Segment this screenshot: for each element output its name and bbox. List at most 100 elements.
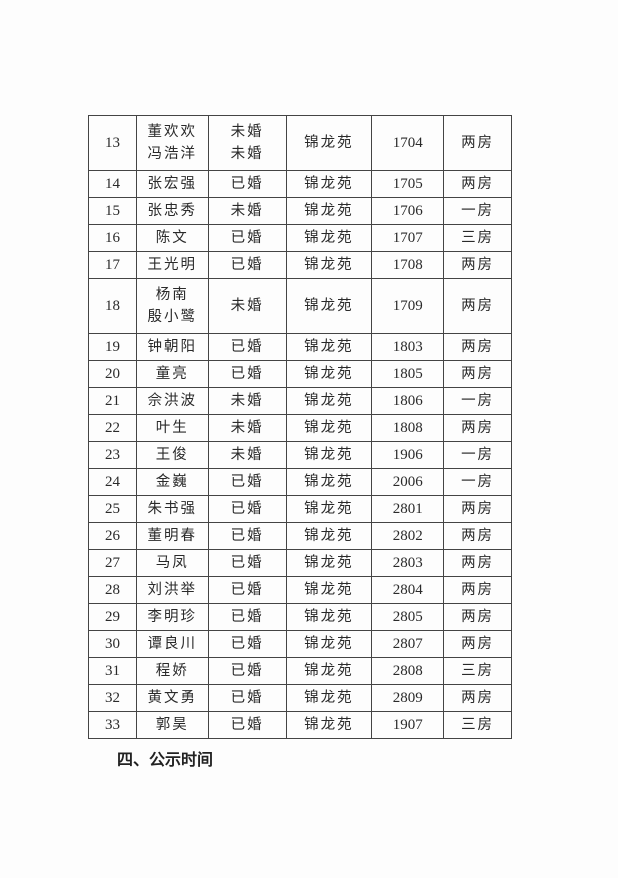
- cell-estate: 锦龙苑: [285, 711, 373, 739]
- cell-room: 1906: [371, 441, 445, 469]
- applicant-name: 佘洪波: [147, 393, 198, 409]
- cell-room: 1907: [371, 711, 445, 739]
- cell-room: 1704: [371, 115, 445, 171]
- marital-status: 已婚: [230, 717, 264, 733]
- cell-room: 1707: [371, 224, 445, 252]
- marital-status: 未婚: [230, 393, 264, 409]
- cell-names: 陈文: [135, 224, 209, 252]
- cell-names: 郭昊: [135, 711, 209, 739]
- cell-estate: 锦龙苑: [285, 630, 373, 658]
- cell-number: 28: [88, 576, 137, 604]
- applicant-name: 程娇: [155, 663, 189, 679]
- cell-room-type: 两房: [443, 278, 512, 334]
- cell-room: 2804: [371, 576, 445, 604]
- cell-names: 王俊: [135, 441, 209, 469]
- cell-names: 董明春: [135, 522, 209, 550]
- cell-names: 王光明: [135, 251, 209, 279]
- cell-estate: 锦龙苑: [285, 657, 373, 685]
- applicant-name: 王光明: [147, 257, 198, 273]
- cell-room: 2809: [371, 684, 445, 712]
- cell-number: 25: [88, 495, 137, 523]
- cell-marital-status: 已婚: [207, 468, 287, 496]
- cell-names: 刘洪举: [135, 576, 209, 604]
- cell-names: 董欢欢 冯浩洋: [135, 115, 209, 171]
- cell-room-type: 两房: [443, 603, 512, 631]
- table-row: 27 马凤 已婚 锦龙苑 2803 两房: [88, 549, 512, 577]
- cell-names: 张宏强: [135, 170, 209, 198]
- cell-names: 杨南 殷小鹭: [135, 278, 209, 334]
- cell-number: 24: [88, 468, 137, 496]
- cell-room: 2006: [371, 468, 445, 496]
- table-row: 30 谭良川 已婚 锦龙苑 2807 两房: [88, 630, 512, 658]
- cell-marital-status: 未婚: [207, 414, 287, 442]
- cell-estate: 锦龙苑: [285, 224, 373, 252]
- marital-status: 已婚: [230, 582, 264, 598]
- marital-status: 已婚: [230, 366, 264, 382]
- cell-estate: 锦龙苑: [285, 333, 373, 361]
- marital-status: 已婚: [230, 474, 264, 490]
- cell-room-type: 一房: [443, 387, 512, 415]
- marital-status: 已婚: [230, 690, 264, 706]
- cell-number: 21: [88, 387, 137, 415]
- cell-estate: 锦龙苑: [285, 360, 373, 388]
- table-row: 29 李明珍 已婚 锦龙苑 2805 两房: [88, 603, 512, 631]
- cell-number: 26: [88, 522, 137, 550]
- applicant-name: 朱书强: [147, 501, 198, 517]
- cell-names: 朱书强: [135, 495, 209, 523]
- cell-estate: 锦龙苑: [285, 414, 373, 442]
- cell-number: 27: [88, 549, 137, 577]
- applicant-name: 叶生: [155, 420, 189, 436]
- cell-number: 19: [88, 333, 137, 361]
- cell-number: 30: [88, 630, 137, 658]
- cell-estate: 锦龙苑: [285, 115, 373, 171]
- cell-marital-status: 已婚: [207, 603, 287, 631]
- marital-status: 未婚: [230, 420, 264, 436]
- cell-room-type: 两房: [443, 495, 512, 523]
- cell-number: 33: [88, 711, 137, 739]
- cell-room: 2808: [371, 657, 445, 685]
- cell-names: 谭良川: [135, 630, 209, 658]
- applicant-name: 董明春: [147, 528, 198, 544]
- marital-status: 未婚: [230, 447, 264, 463]
- cell-room: 2803: [371, 549, 445, 577]
- cell-number: 32: [88, 684, 137, 712]
- applicant-name: 张忠秀: [147, 203, 198, 219]
- applicant-name: 李明珍: [147, 609, 198, 625]
- cell-estate: 锦龙苑: [285, 251, 373, 279]
- cell-estate: 锦龙苑: [285, 441, 373, 469]
- cell-room-type: 三房: [443, 224, 512, 252]
- cell-names: 叶生: [135, 414, 209, 442]
- cell-number: 31: [88, 657, 137, 685]
- cell-marital-status: 未婚: [207, 387, 287, 415]
- cell-room-type: 一房: [443, 468, 512, 496]
- cell-room: 1808: [371, 414, 445, 442]
- table-row: 17 王光明 已婚 锦龙苑 1708 两房: [88, 251, 512, 279]
- cell-marital-status: 已婚: [207, 224, 287, 252]
- marital-status: 未婚: [230, 203, 264, 219]
- table-row: 24 金巍 已婚 锦龙苑 2006 一房: [88, 468, 512, 496]
- cell-room-type: 两房: [443, 630, 512, 658]
- table-row: 13 董欢欢 冯浩洋 未婚 未婚 锦龙苑 1704 两房: [88, 115, 512, 171]
- table-row: 32 黄文勇 已婚 锦龙苑 2809 两房: [88, 684, 512, 712]
- cell-marital-status: 已婚: [207, 495, 287, 523]
- cell-room: 2805: [371, 603, 445, 631]
- applicant-name: 张宏强: [147, 176, 198, 192]
- marital-status: 已婚: [230, 555, 264, 571]
- cell-marital-status: 已婚: [207, 630, 287, 658]
- cell-estate: 锦龙苑: [285, 549, 373, 577]
- applicant-name: 黄文勇: [147, 690, 198, 706]
- cell-marital-status: 已婚: [207, 549, 287, 577]
- allocation-table: 13 董欢欢 冯浩洋 未婚 未婚 锦龙苑 1704 两房 14 张宏强 已婚 锦龙苑 1705 两房 15 张…: [88, 115, 512, 739]
- cell-number: 17: [88, 251, 137, 279]
- cell-room: 1805: [371, 360, 445, 388]
- marital-status: 未婚: [230, 298, 264, 314]
- applicant-name: 童亮: [155, 366, 189, 382]
- applicant-name: 陈文: [155, 230, 189, 246]
- cell-estate: 锦龙苑: [285, 495, 373, 523]
- cell-room-type: 两房: [443, 414, 512, 442]
- cell-number: 16: [88, 224, 137, 252]
- applicant-name: 金巍: [155, 474, 189, 490]
- cell-number: 13: [88, 115, 137, 171]
- table-row: 16 陈文 已婚 锦龙苑 1707 三房: [88, 224, 512, 252]
- cell-number: 23: [88, 441, 137, 469]
